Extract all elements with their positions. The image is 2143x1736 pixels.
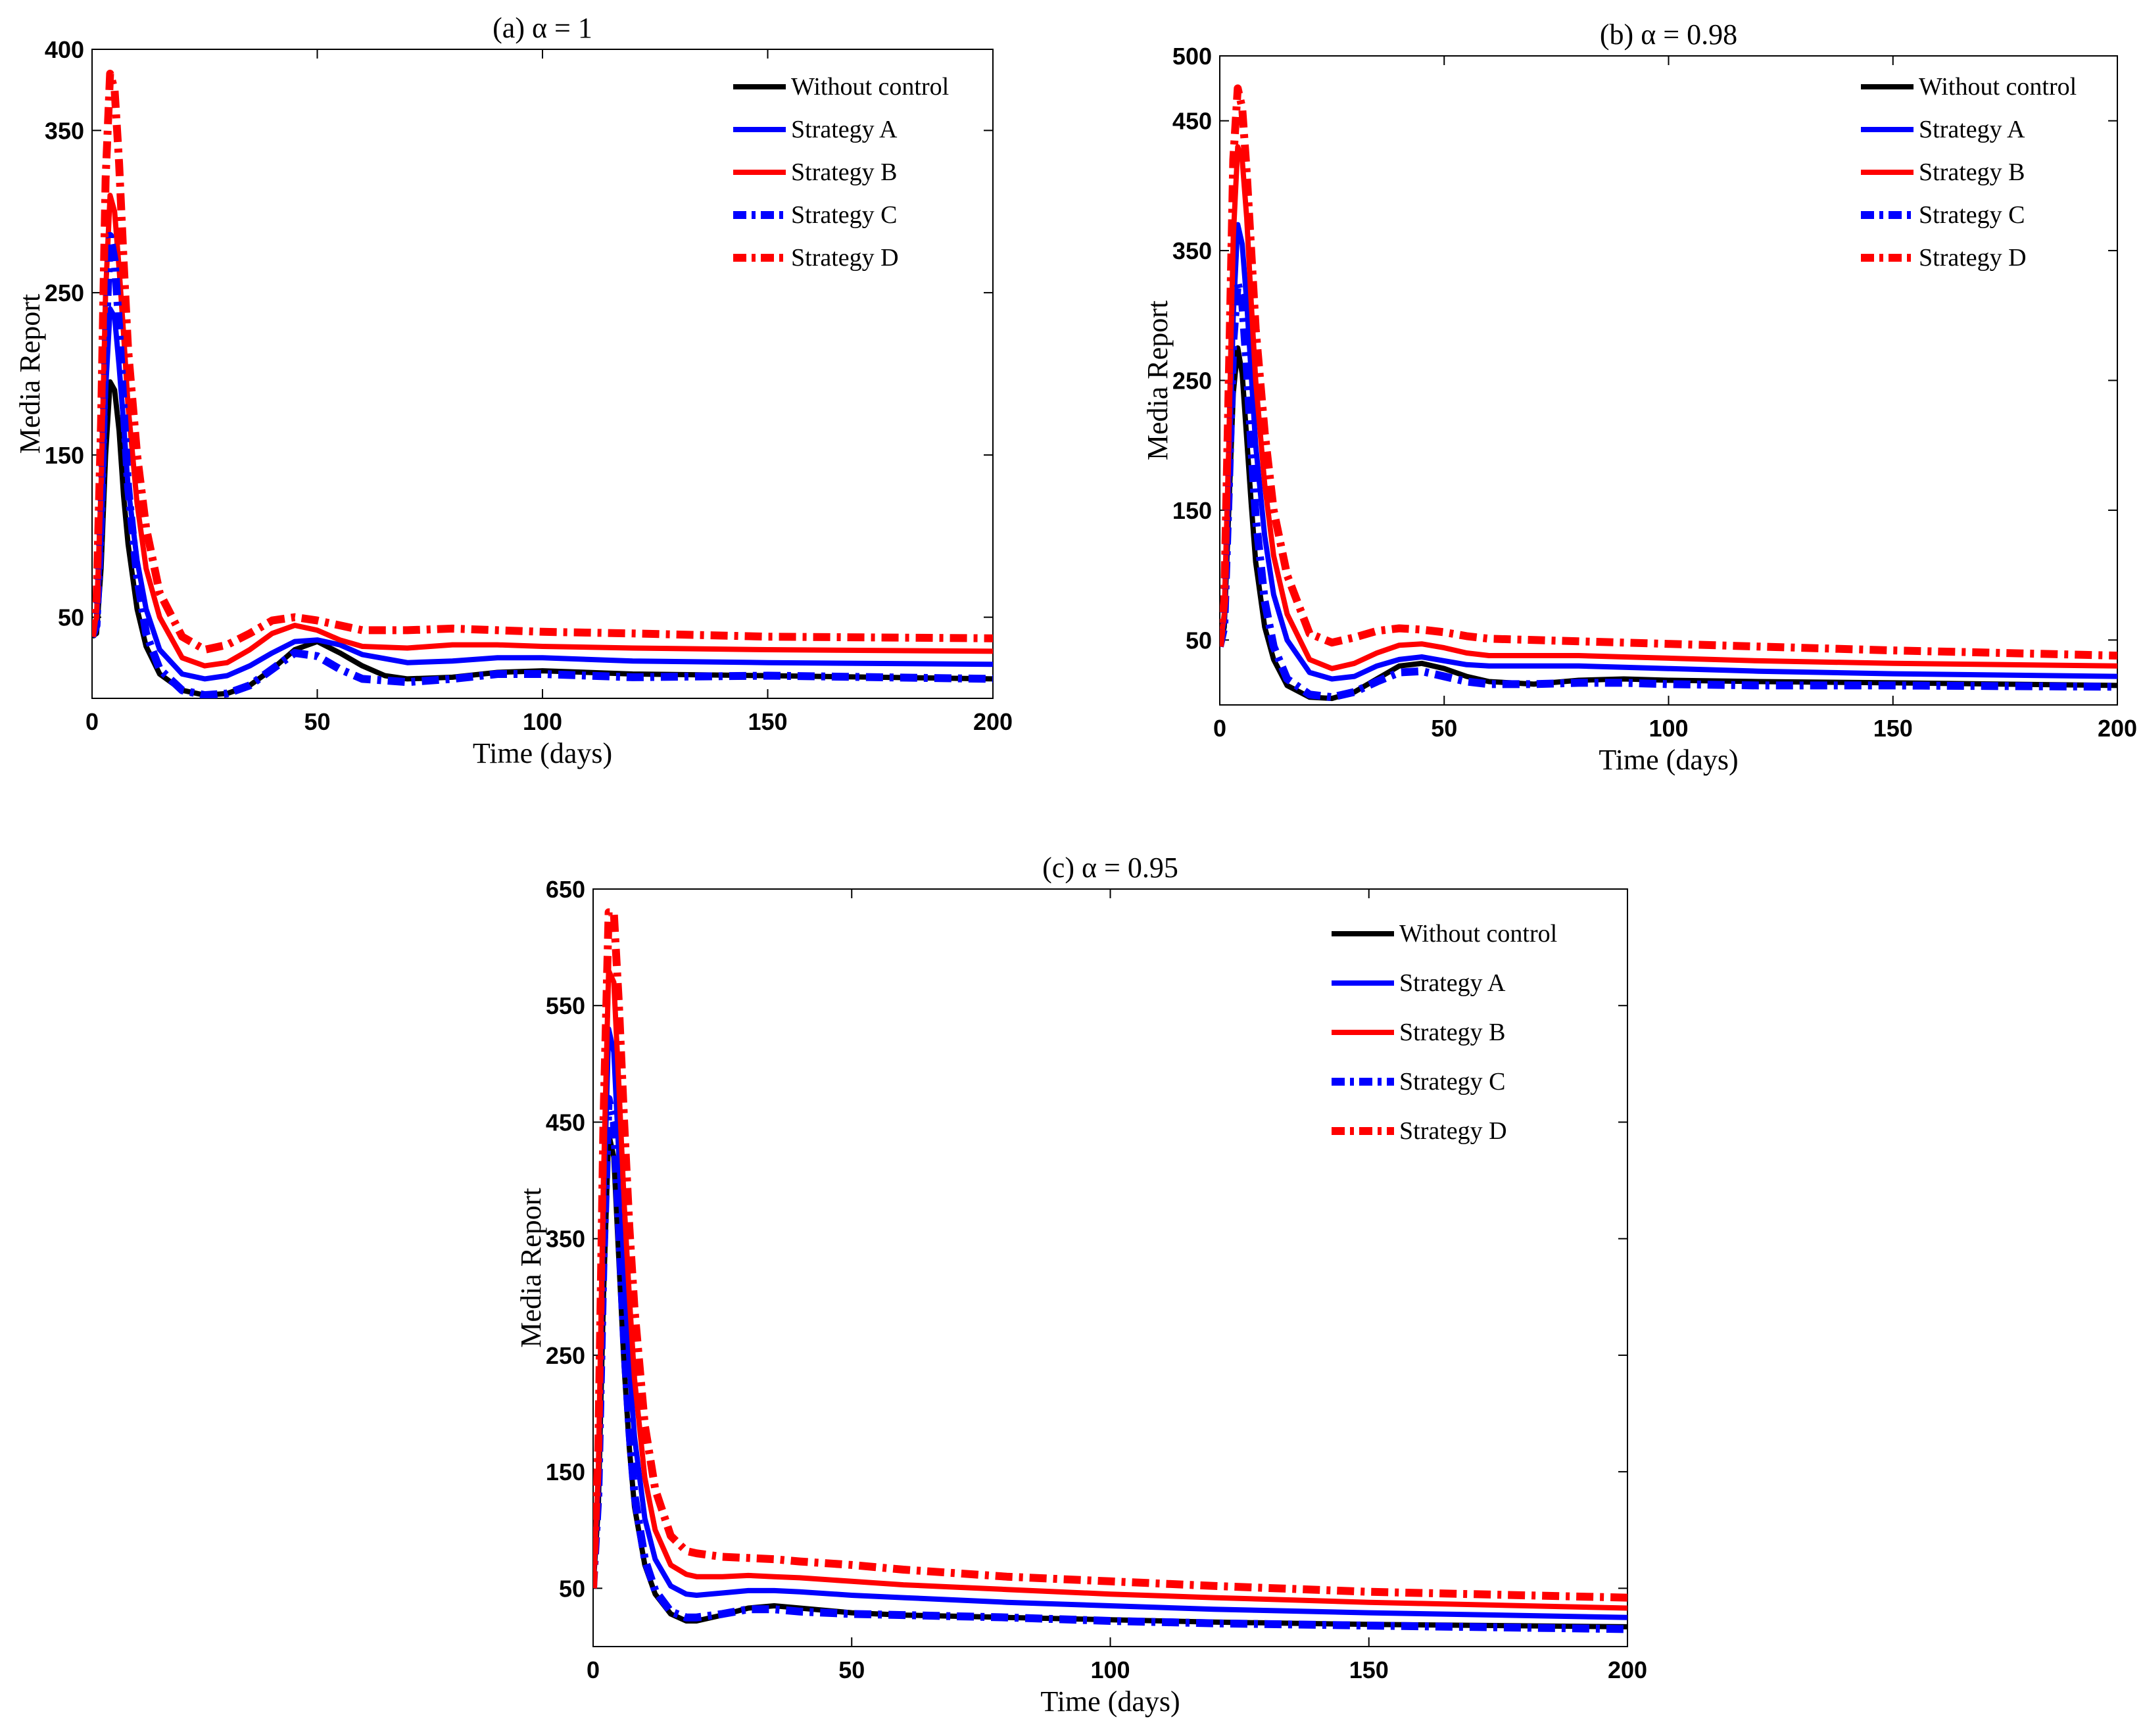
x-tick-label: 50	[304, 708, 330, 735]
x-tick-label: 0	[85, 708, 99, 735]
x-axis-label: Time (days)	[473, 737, 612, 769]
y-tick-label: 550	[546, 992, 585, 1019]
series-group	[1220, 84, 2117, 702]
series-group	[593, 908, 1627, 1633]
series-line-strategy-a	[92, 306, 993, 682]
legend-label: Strategy B	[1919, 158, 2025, 186]
x-tick-label: 150	[1873, 715, 1913, 742]
y-tick-label: 500	[1172, 43, 1212, 70]
y-axis-label: Media Report	[14, 294, 46, 454]
series-line-strategy-a	[1220, 222, 2117, 682]
legend-label: Strategy B	[1399, 1019, 1505, 1046]
chart-panel-b: 0 50 100 150 200 50 150 250 350 450 500 (b) α = 0.9…	[1142, 18, 2137, 776]
x-tick-label: 200	[973, 708, 1013, 735]
legend-label: Strategy D	[791, 244, 899, 272]
y-tick-label: 50	[58, 604, 84, 631]
series-line-strategy-c	[593, 1095, 1627, 1633]
series-line-strategy-b	[92, 193, 993, 669]
y-tick-label: 150	[1172, 497, 1212, 524]
legend-label: Strategy A	[791, 116, 898, 143]
x-tick-label: 100	[523, 708, 562, 735]
x-tick-label: 0	[587, 1656, 600, 1683]
x-tick-label: 100	[1649, 715, 1688, 742]
legend-label: Strategy D	[1919, 244, 2027, 272]
chart-panel-a: 0 50 100 150 200 50 150 250 350 400 (a) α = 1 Time …	[14, 12, 1013, 769]
series-line-strategy-c	[1220, 279, 2117, 702]
x-tick-label: 0	[1213, 715, 1226, 742]
series-line-strategy-b	[593, 968, 1627, 1611]
series-line-strategy-d	[593, 908, 1627, 1602]
legend-label: Strategy C	[1399, 1068, 1505, 1096]
axes-box	[592, 888, 1628, 1647]
x-axis-label: Time (days)	[1599, 744, 1738, 776]
y-tick-label: 450	[546, 1109, 585, 1136]
legend-label: Strategy D	[1399, 1117, 1507, 1145]
legend: Without control Strategy A Strategy B Strat…	[1861, 73, 2077, 272]
x-tick-label: 50	[1431, 715, 1457, 742]
legend-label: Without control	[791, 73, 949, 101]
x-tick-label: 150	[1349, 1656, 1389, 1683]
y-axis-label: Media Report	[515, 1188, 547, 1347]
x-tick-label: 50	[838, 1656, 865, 1683]
axes-box	[1219, 55, 2118, 706]
legend-label: Without control	[1919, 73, 2077, 101]
x-tick-label: 200	[2098, 715, 2137, 742]
legend-label: Strategy A	[1919, 116, 2025, 143]
series-line-strategy-d	[1220, 84, 2117, 660]
x-tick-label: 200	[1608, 1656, 1647, 1683]
y-axis-label: Media Report	[1142, 301, 1174, 460]
y-tick-label: 150	[45, 442, 84, 469]
legend-label: Strategy C	[1919, 201, 2025, 229]
legend-label: Strategy A	[1399, 969, 1506, 997]
y-tick-label: 650	[546, 876, 585, 903]
y-tick-label: 50	[1186, 627, 1212, 654]
series-line-strategy-a	[593, 1026, 1627, 1620]
legend-label: Without control	[1399, 920, 1557, 948]
y-tick-label: 450	[1172, 108, 1212, 135]
y-tick-label: 350	[546, 1226, 585, 1253]
chart-title: (c) α = 0.95	[1042, 852, 1178, 884]
legend-label: Strategy B	[791, 158, 897, 186]
x-tick-label: 100	[1090, 1656, 1130, 1683]
x-axis-label: Time (days)	[1040, 1685, 1180, 1718]
y-tick-label: 400	[45, 36, 84, 63]
chart-title: (a) α = 1	[493, 12, 592, 44]
legend: Without control Strategy A Strategy B Strat…	[1332, 920, 1557, 1145]
y-tick-label: 50	[559, 1575, 585, 1602]
y-tick-label: 150	[546, 1459, 585, 1485]
series-line-strategy-d	[92, 70, 993, 654]
legend: Without control Strategy A Strategy B Strat…	[733, 73, 949, 272]
axes-box	[91, 49, 994, 699]
y-tick-label: 250	[1172, 368, 1212, 395]
y-tick-label: 250	[546, 1342, 585, 1369]
chart-panel-c: 0 50 100 150 200 50 150 250 350 450 550 650 (c) α = …	[515, 852, 1647, 1718]
series-group	[92, 70, 993, 698]
x-tick-label: 150	[748, 708, 787, 735]
y-tick-label: 350	[1172, 237, 1212, 264]
legend-label: Strategy C	[791, 201, 897, 229]
chart-title: (b) α = 0.98	[1600, 18, 1737, 51]
series-line-strategy-b	[1220, 144, 2117, 671]
y-tick-label: 250	[45, 279, 84, 306]
series-line-strategy-c	[92, 231, 993, 698]
y-tick-label: 350	[45, 117, 84, 144]
